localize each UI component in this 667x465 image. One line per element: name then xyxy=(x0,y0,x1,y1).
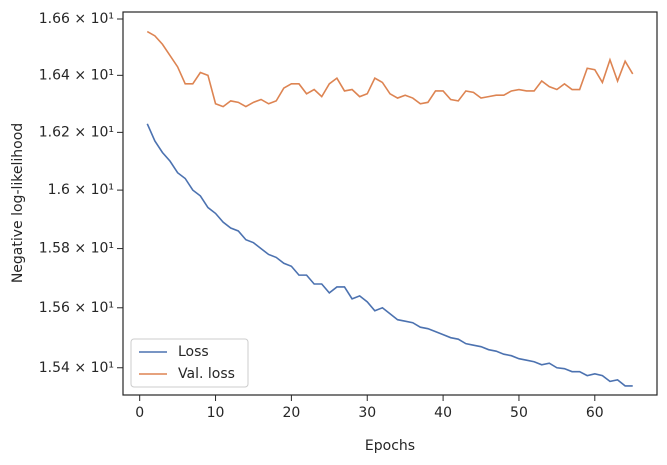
legend-box xyxy=(130,338,249,388)
legend-label: Val. loss xyxy=(178,366,235,382)
y-tick-label: 1.54 × 10¹ xyxy=(39,360,114,376)
x-tick-label: 50 xyxy=(510,405,528,421)
y-tick-label: 1.64 × 10¹ xyxy=(39,67,114,83)
x-tick-label: 20 xyxy=(282,405,300,421)
line-series xyxy=(146,30,634,108)
y-tick-label: 1.62 × 10¹ xyxy=(39,124,114,140)
x-tick-label: 10 xyxy=(207,405,225,421)
legend-label: Loss xyxy=(178,344,209,360)
y-tick-label: 1.66 × 10¹ xyxy=(39,11,114,27)
plot-frame xyxy=(122,11,658,396)
x-tick-label: 30 xyxy=(358,405,376,421)
x-tick-label: 60 xyxy=(586,405,604,421)
y-tick-label: 1.58 × 10¹ xyxy=(39,241,114,257)
x-axis-label: Epochs xyxy=(365,438,415,454)
x-tick-label: 40 xyxy=(434,405,452,421)
y-tick-label: 1.56 × 10¹ xyxy=(39,300,114,316)
x-tick-label: 0 xyxy=(135,405,144,421)
y-axis-label: Negative log-likelihood xyxy=(10,123,26,283)
y-tick-label: 1.6 × 10¹ xyxy=(48,182,114,198)
line-series xyxy=(146,123,633,387)
